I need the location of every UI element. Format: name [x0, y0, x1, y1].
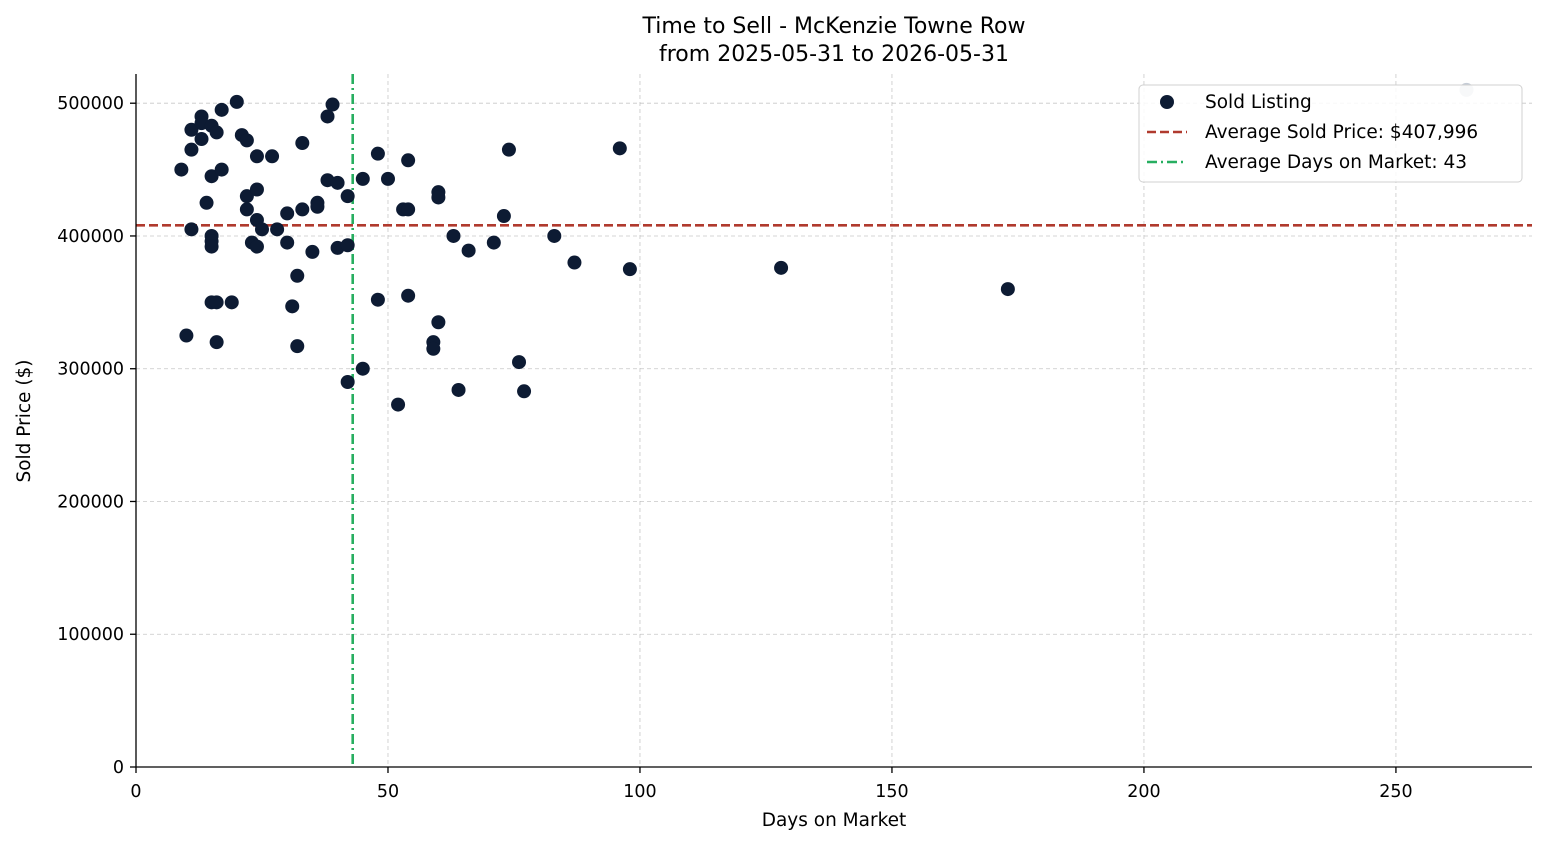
- data-point: [496, 209, 511, 224]
- data-point: [340, 375, 355, 389]
- data-point: [431, 190, 446, 205]
- data-point: [229, 94, 244, 109]
- data-point: [285, 299, 300, 314]
- data-point: [391, 397, 406, 412]
- data-point: [204, 239, 219, 254]
- data-point: [265, 149, 280, 164]
- chart-title: Time to Sell - McKenzie Towne Row: [641, 14, 1025, 39]
- data-point: [1000, 282, 1015, 297]
- data-point: [547, 228, 562, 243]
- data-point: [239, 133, 254, 148]
- data-point: [214, 162, 229, 177]
- legend-label-sold-listing: Sold Listing: [1205, 92, 1312, 113]
- data-point: [214, 102, 229, 117]
- data-point: [194, 132, 209, 147]
- y-tick-label: 300000: [57, 360, 124, 380]
- x-tick-label: 0: [130, 782, 141, 802]
- data-point: [184, 222, 199, 237]
- data-point: [209, 125, 224, 140]
- y-tick-label: 100000: [57, 625, 124, 645]
- chart-subtitle: from 2025-05-31 to 2026-05-31: [659, 42, 1009, 67]
- legend-marker-sold-listing: [1160, 95, 1174, 109]
- data-point: [401, 202, 416, 217]
- data-point: [209, 295, 224, 310]
- data-point: [401, 153, 416, 168]
- data-point: [249, 182, 264, 197]
- y-tick-label: 200000: [57, 492, 124, 512]
- x-tick-label: 200: [1127, 782, 1160, 802]
- reference-lines: [136, 74, 1532, 767]
- data-point: [249, 149, 264, 164]
- data-point: [280, 206, 295, 221]
- data-point: [446, 228, 461, 243]
- data-point: [451, 382, 466, 397]
- data-point: [295, 202, 310, 217]
- data-point: [426, 341, 441, 356]
- x-tick-label: 50: [377, 782, 399, 802]
- data-point: [370, 146, 385, 161]
- data-point: [249, 239, 264, 254]
- data-point: [774, 260, 789, 275]
- data-point: [239, 189, 254, 204]
- y-axis-ticks: 0 100000 200000 300000 400000 500000: [57, 94, 136, 778]
- data-point: [204, 169, 219, 184]
- data-point: [486, 235, 501, 250]
- data-point: [401, 288, 416, 303]
- y-axis-label: Sold Price ($): [14, 359, 35, 482]
- data-point: [355, 361, 370, 376]
- x-tick-label: 250: [1379, 782, 1412, 802]
- data-point: [370, 292, 385, 307]
- data-point: [330, 175, 345, 190]
- y-tick-label: 400000: [57, 227, 124, 247]
- x-axis-ticks: 0 50 100 150 200 250: [130, 767, 1413, 802]
- data-point: [305, 244, 320, 259]
- legend-label-avg-price: Average Sold Price: $407,996: [1205, 122, 1478, 143]
- data-point: [224, 295, 239, 310]
- data-point: [517, 384, 532, 399]
- legend: Sold Listing Average Sold Price: $407,99…: [1138, 84, 1523, 183]
- data-point: [431, 315, 446, 330]
- data-point: [340, 189, 355, 204]
- legend-box: [1138, 84, 1523, 183]
- data-point: [567, 255, 582, 270]
- data-point: [295, 136, 310, 151]
- data-point: [622, 262, 637, 277]
- data-point: [325, 97, 340, 112]
- y-tick-label: 500000: [57, 94, 124, 114]
- data-point: [512, 355, 527, 370]
- data-point: [340, 238, 355, 253]
- data-point: [290, 339, 305, 354]
- data-point: [270, 222, 285, 237]
- data-point: [209, 335, 224, 350]
- data-point: [355, 171, 370, 186]
- data-point: [290, 268, 305, 283]
- data-points: [174, 82, 1474, 412]
- data-point: [310, 199, 325, 214]
- x-tick-label: 150: [875, 782, 908, 802]
- data-point: [174, 162, 189, 177]
- y-tick-label: 0: [113, 758, 124, 778]
- data-point: [184, 122, 199, 137]
- data-point: [380, 171, 395, 186]
- x-tick-label: 100: [623, 782, 656, 802]
- data-point: [461, 243, 476, 258]
- data-point: [184, 142, 199, 157]
- data-point: [501, 142, 516, 157]
- x-axis-label: Days on Market: [762, 810, 907, 831]
- legend-label-avg-days: Average Days on Market: 43: [1205, 152, 1467, 173]
- data-point: [199, 195, 214, 210]
- data-point: [320, 109, 335, 124]
- data-point: [280, 235, 295, 250]
- data-point: [254, 222, 269, 237]
- data-point: [239, 202, 254, 217]
- data-point: [179, 328, 194, 343]
- data-point: [612, 141, 627, 156]
